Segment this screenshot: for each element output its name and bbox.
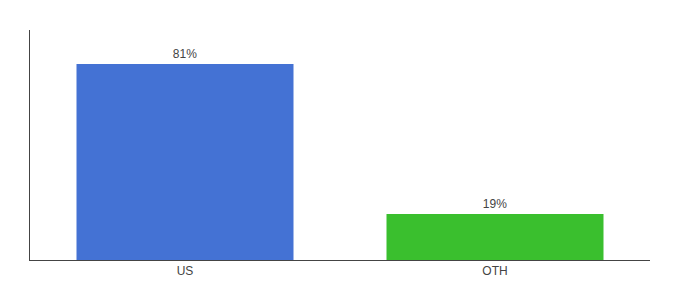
svg-text:OTH: OTH bbox=[482, 264, 507, 278]
svg-text:81%: 81% bbox=[173, 47, 197, 61]
svg-text:19%: 19% bbox=[483, 197, 507, 211]
svg-text:US: US bbox=[177, 264, 194, 278]
